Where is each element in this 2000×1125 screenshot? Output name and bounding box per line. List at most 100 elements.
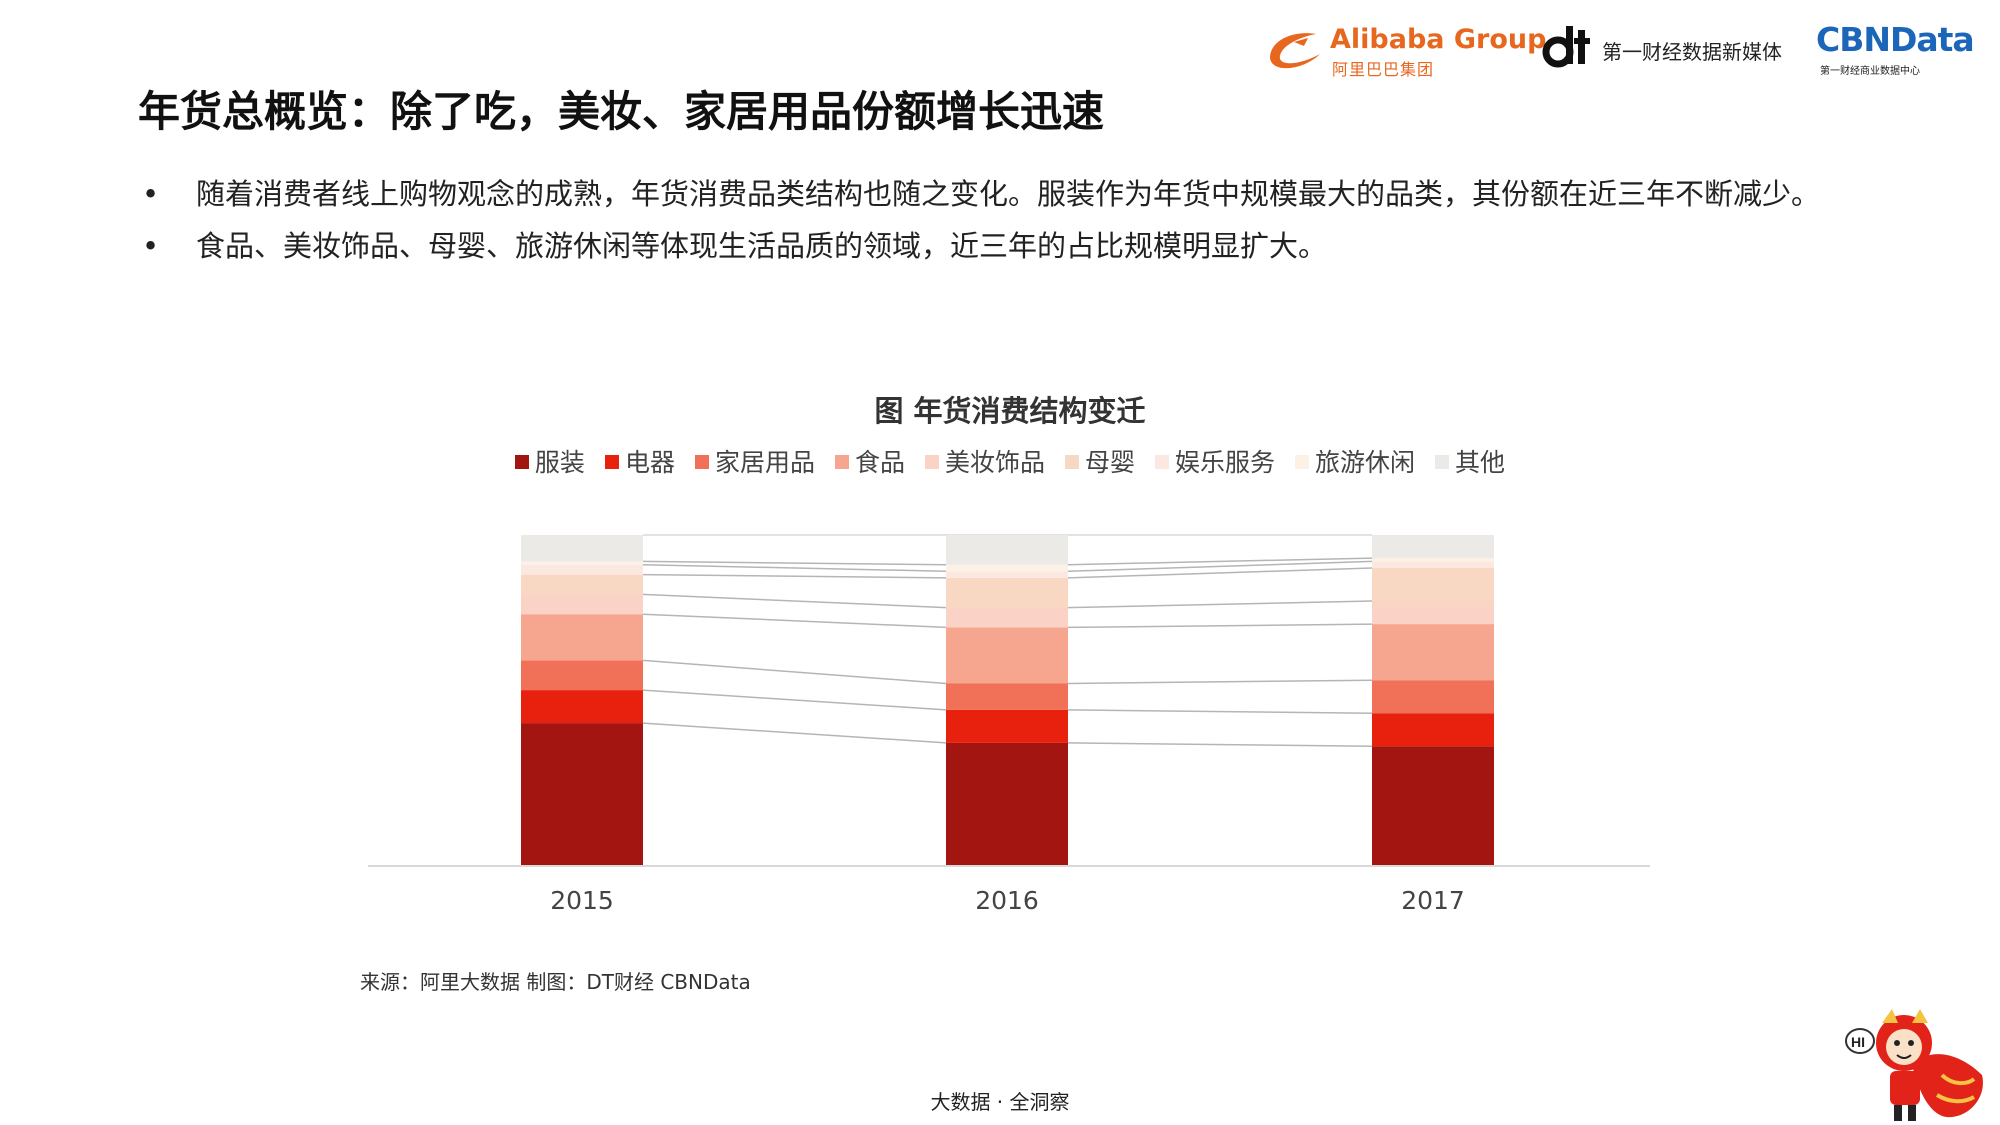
connector-line [1067,557,1373,566]
bullet-item: • 随着消费者线上购物观念的成熟，年货消费品类结构也随之变化。服装作为年货中规模… [138,168,1878,220]
legend-label: 旅游休闲 [1315,448,1416,477]
legend-item: 美妆饰品 [924,443,1045,479]
legend-swatch [604,455,619,469]
legend-swatch [834,455,849,469]
x-tick-label: 2015 [550,886,614,915]
bar-segment-2017-娱乐服务 [1372,561,1494,568]
legend-swatch [1155,455,1170,469]
bar-segment-2015-食品 [521,614,643,661]
bar-segment-2016-旅游休闲 [946,564,1068,572]
cbndata-wordmark: CBNData [1816,20,1975,59]
footer-tagline: 大数据 · 全洞察 [930,1090,1070,1114]
page-title: 年货总概览：除了吃，美妆、家居用品份额增长迅速 [138,87,1105,136]
bar-segment-2015-其他 [521,535,643,562]
legend-item: 食品 [834,443,905,479]
stacked-bar-chart: 2015 2016 2017 [368,534,1650,915]
cbndata-subtitle: 第一财经商业数据中心 [1820,66,1920,77]
bar-segment-2017-食品 [1372,624,1494,681]
alibaba-cn-name: 阿里巴巴集团 [1332,60,1435,79]
bar-segment-2017-电器 [1372,713,1494,747]
connector-line [1067,567,1373,579]
legend-swatch [694,455,709,469]
legend-swatch [1065,455,1079,469]
legend-label: 娱乐服务 [1175,448,1276,477]
lion-dance-mascot-icon: HI [1845,1009,1983,1121]
legend-label: 家居用品 [714,448,815,477]
connector-line [1067,679,1373,685]
bar-segment-2017-美妆饰品 [1372,601,1494,625]
chart-legend: 服装 电器 家居用品 食品 美妆饰品 母婴 娱乐服务 旅游休闲 其他 [360,443,1660,479]
dt-mark-icon [1542,26,1590,68]
connector-line [1067,560,1373,573]
bullet-list: • 随着消费者线上购物观念的成熟，年货消费品类结构也随之变化。服装作为年货中规模… [138,168,1878,272]
legend-item: 电器 [604,443,675,479]
bar-segment-2015-旅游休闲 [521,561,643,565]
legend-label: 美妆饰品 [944,448,1045,477]
bar-segment-2015-娱乐服务 [521,564,643,575]
connector-line [642,659,947,685]
bar-segment-2017-服装 [1372,746,1494,865]
alibaba-smile-icon [1270,33,1320,69]
legend-swatch [924,455,939,469]
chart-container: 2015 2016 2017 图 年货消费结构变迁 服装 电器 家居用品 食品 美妆饰品 母婴… [360,385,1660,925]
bar-segment-2015-家居用品 [521,660,643,691]
legend-item: 其他 [1435,443,1505,479]
legend-swatch [514,455,529,469]
legend-item: 旅游休闲 [1295,443,1415,479]
connector-line [1067,623,1373,629]
bar-segment-2016-服装 [946,742,1068,865]
legend-label: 其他 [1455,448,1506,477]
connector-line [1067,709,1373,714]
bar-segment-2015-服装 [521,723,643,865]
legend-item: 服装 [514,443,585,479]
bullet-dot: • [142,177,160,211]
connector-line [642,593,947,609]
bar-segment-2015-母婴 [521,574,643,595]
bar-segment-2015-电器 [521,690,643,724]
bar-segment-2016-食品 [946,627,1068,684]
x-tick-label: 2017 [1401,886,1465,915]
connector-line [1067,600,1373,609]
bar-segment-2016-电器 [946,709,1068,743]
connector-line [642,573,947,579]
connector-line [642,613,947,629]
connector-line [642,689,947,711]
bullet-item: • 食品、美妆饰品、母婴、旅游休闲等体现生活品质的领域，近三年的占比规模明显扩大… [138,220,1878,272]
alibaba-group-logo: Alibaba Group 阿里巴巴集团 [1264,20,1546,80]
bullet-text: 随着消费者线上购物观念的成熟，年货消费品类结构也随之变化。服装作为年货中规模最大… [196,177,1821,211]
bar-segment-2016-美妆饰品 [946,607,1068,628]
legend-item: 母婴 [1065,443,1135,479]
bar-segment-2016-娱乐服务 [946,571,1068,578]
legend-label: 母婴 [1085,448,1136,477]
alibaba-wordmark: Alibaba Group [1330,24,1547,55]
legend-swatch [1435,455,1450,469]
connector-line [642,563,947,573]
source-note: 来源：阿里大数据 制图：DT财经 CBNData [360,970,751,994]
legend-swatch [1295,455,1310,469]
bar-segment-2015-美妆饰品 [521,594,643,615]
legend-item: 娱乐服务 [1155,443,1275,479]
legend-label: 服装 [534,448,585,477]
header-logos: Alibaba Group 阿里巴巴集团 第一财经数据新媒体 CBNData 第… [1264,20,1984,80]
cbndata-logo: CBNData 第一财经商业数据中心 [1816,20,1986,80]
x-tick-label: 2016 [975,886,1039,915]
mascot-greeting: HI [1851,1034,1865,1050]
connector-line [642,560,947,566]
dt-logo: 第一财经数据新媒体 [1542,20,1792,80]
bar-segment-2017-旅游休闲 [1372,558,1494,562]
bar-segment-2016-家居用品 [946,683,1068,710]
bar-segment-2017-母婴 [1372,568,1494,601]
bar-segment-2017-其他 [1372,535,1494,559]
legend-label: 电器 [624,448,675,477]
bullet-text: 食品、美妆饰品、母婴、旅游休闲等体现生活品质的领域，近三年的占比规模明显扩大。 [196,229,1328,263]
bar-segment-2016-母婴 [946,577,1068,608]
bar-segment-2016-其他 [946,535,1068,565]
bullet-dot: • [142,229,160,263]
dt-tagline: 第一财经数据新媒体 [1602,40,1782,64]
connector-line [1067,742,1373,747]
legend-label: 食品 [854,448,905,477]
legend-item: 家居用品 [694,443,815,479]
connector-line [642,722,947,744]
bar-segment-2017-家居用品 [1372,680,1494,714]
chart-title: 图 年货消费结构变迁 [874,394,1146,428]
